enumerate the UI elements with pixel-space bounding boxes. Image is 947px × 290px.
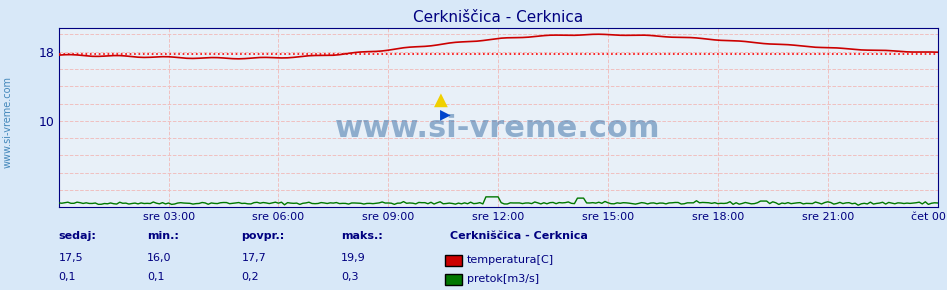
Text: 17,7: 17,7	[241, 253, 266, 263]
Text: ▶: ▶	[440, 107, 451, 121]
Text: 0,2: 0,2	[241, 272, 259, 282]
Text: 19,9: 19,9	[341, 253, 366, 263]
Text: www.si-vreme.com: www.si-vreme.com	[335, 114, 661, 143]
Text: 0,1: 0,1	[147, 272, 164, 282]
Text: www.si-vreme.com: www.si-vreme.com	[3, 76, 12, 168]
Text: pretok[m3/s]: pretok[m3/s]	[467, 274, 539, 284]
Text: 0,1: 0,1	[59, 272, 76, 282]
Text: maks.:: maks.:	[341, 231, 383, 241]
Text: Cerkniščica - Cerknica: Cerkniščica - Cerknica	[450, 231, 588, 241]
Text: 0,3: 0,3	[341, 272, 358, 282]
Text: min.:: min.:	[147, 231, 179, 241]
Text: 17,5: 17,5	[59, 253, 83, 263]
Text: 16,0: 16,0	[147, 253, 171, 263]
Text: temperatura[C]: temperatura[C]	[467, 255, 554, 264]
Text: sedaj:: sedaj:	[59, 231, 97, 241]
Title: Cerkniščica - Cerknica: Cerkniščica - Cerknica	[413, 10, 583, 25]
Text: povpr.:: povpr.:	[241, 231, 285, 241]
Text: ▲: ▲	[434, 90, 448, 108]
